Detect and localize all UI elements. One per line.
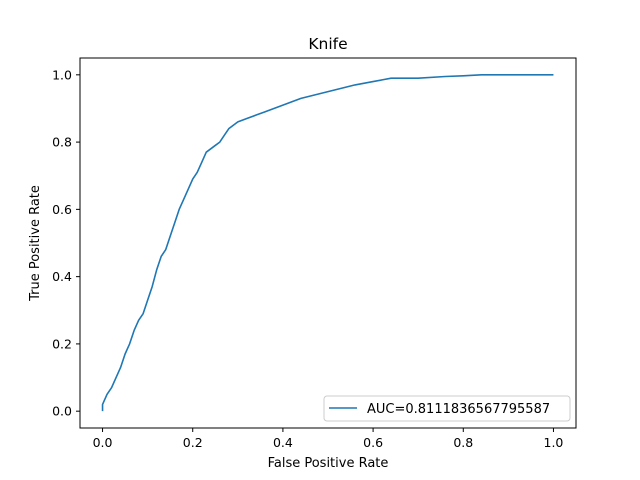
chart-title: Knife bbox=[308, 35, 347, 53]
y-tick-label: 0.8 bbox=[52, 135, 72, 150]
x-axis-label: False Positive Rate bbox=[268, 456, 389, 471]
y-tick-label: 0.0 bbox=[52, 404, 72, 419]
x-tick-label: 1.0 bbox=[544, 435, 564, 450]
y-tick-label: 0.6 bbox=[52, 202, 72, 217]
y-axis: 0.0 0.2 0.4 0.6 0.8 1.0 bbox=[52, 67, 80, 419]
x-tick-label: 0.0 bbox=[93, 435, 113, 450]
legend: AUC=0.8111836567795587 bbox=[323, 395, 571, 422]
x-tick-label: 0.2 bbox=[183, 435, 203, 450]
plot-area bbox=[101, 74, 554, 412]
x-axis: 0.0 0.2 0.4 0.6 0.8 1.0 bbox=[93, 428, 564, 450]
legend-label: AUC=0.8111836567795587 bbox=[367, 402, 550, 417]
legend-box bbox=[323, 395, 571, 422]
y-tick-label: 1.0 bbox=[52, 67, 72, 82]
roc-curve-line bbox=[101, 74, 554, 412]
y-axis-label: True Positive Rate bbox=[28, 185, 43, 302]
x-tick-label: 0.8 bbox=[453, 435, 473, 450]
x-tick-label: 0.4 bbox=[273, 435, 293, 450]
x-tick-label: 0.6 bbox=[363, 435, 383, 450]
y-tick-label: 0.2 bbox=[52, 336, 72, 351]
y-tick-label: 0.4 bbox=[52, 269, 72, 284]
axes-frame bbox=[79, 57, 577, 429]
